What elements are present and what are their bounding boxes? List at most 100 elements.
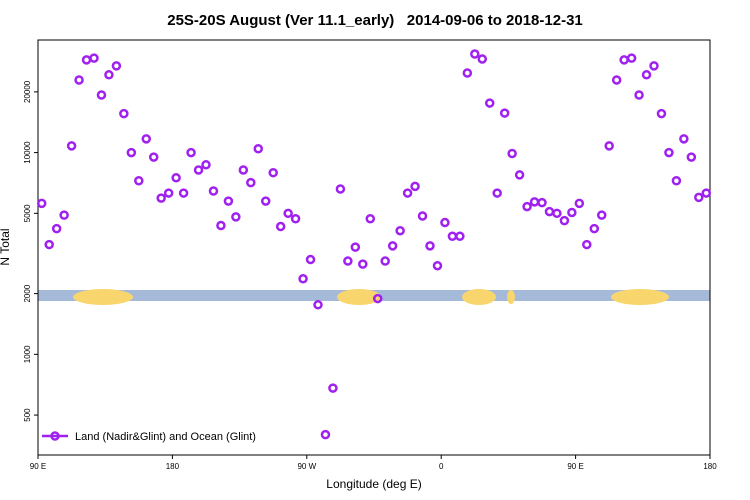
x-tick-label: 90 W [297,462,316,471]
point [432,260,443,271]
point [59,210,69,220]
point [320,429,331,440]
point [328,383,338,393]
point [104,70,114,80]
point [425,241,435,251]
point [514,170,525,180]
point [119,108,129,119]
land-patch [507,290,515,304]
point [268,167,278,178]
y-tick-label: 5000 [23,204,32,222]
point [96,90,107,100]
point [193,165,204,175]
point [231,212,241,222]
x-tick-label: 90 E [567,462,583,471]
point [470,49,480,59]
y-tick-label: 1000 [23,345,32,363]
point [275,221,286,232]
point [477,54,488,64]
point [51,223,62,234]
point [358,259,368,269]
surface-strip [38,289,710,305]
point [141,134,152,144]
point [679,134,689,144]
point [402,188,413,198]
point [694,192,704,203]
point [335,184,346,194]
land-patch [462,289,496,305]
point [111,61,122,71]
point [89,53,99,63]
point [283,208,293,219]
x-tick-label: 90 E [30,462,46,471]
point [589,223,600,234]
x-tick-label: 180 [166,462,180,471]
point [499,108,510,118]
point [634,90,644,100]
point [492,188,502,198]
point [462,68,473,78]
land-patch [73,289,133,305]
x-tick-label: 0 [439,462,444,471]
point [552,208,562,219]
point [537,197,547,208]
point [686,152,697,162]
point [156,193,166,203]
plot-marks [36,49,712,440]
point [178,188,189,198]
point [380,256,390,266]
point [66,141,77,151]
point [522,201,532,212]
x-tick-label: 180 [703,462,717,471]
point [372,293,383,304]
point [208,186,219,196]
point [574,198,585,209]
plot-frame [37,39,711,456]
point [290,213,301,224]
point [656,108,667,119]
point [567,207,577,218]
point [649,61,659,71]
point [626,53,637,63]
point [611,75,622,85]
point [604,141,614,151]
x-axis-label: Longitude (deg E) [326,477,421,491]
y-tick-label: 500 [23,408,32,422]
point [582,239,592,250]
point [298,273,308,284]
y-tick-label: 20000 [23,80,32,103]
point [417,211,428,221]
y-tick-label: 10000 [23,141,32,164]
point [395,225,405,236]
point [365,213,376,224]
legend-marker [50,431,60,441]
legend: Land (Nadir&Glint) and Ocean (Glint) [42,431,256,443]
point [171,173,181,183]
point [343,256,353,266]
point [559,215,570,226]
chart-title: 25S-20S August (Ver 11.1_early) 2014-09-… [167,12,583,29]
point [134,176,144,186]
y-axis-label: N Total [0,228,12,265]
point [74,75,84,85]
point [36,198,47,209]
point [163,188,174,198]
point [641,70,652,80]
point [313,300,323,310]
point [596,210,607,220]
point [455,231,465,241]
point [664,147,674,158]
point [671,176,682,186]
point [350,242,361,252]
point [410,181,420,192]
point [260,196,271,206]
point [238,165,249,175]
point [253,143,264,154]
point [148,152,159,162]
land-patch [337,289,381,305]
point [201,160,211,170]
point [387,241,398,251]
point [186,147,196,158]
